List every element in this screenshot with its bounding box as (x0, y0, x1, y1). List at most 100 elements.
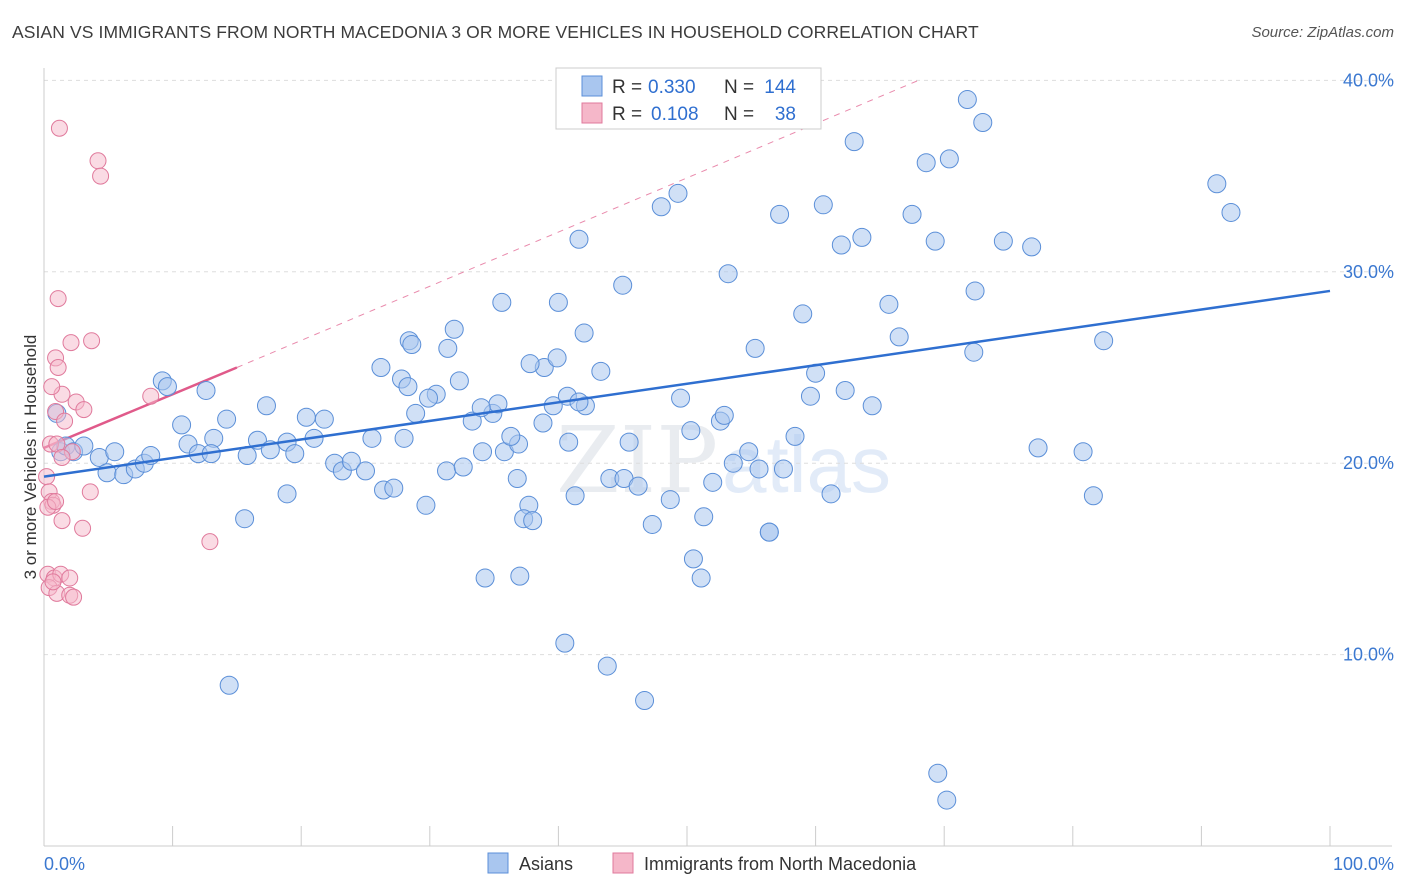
y-tick-label-40: 40.0% (1343, 70, 1394, 90)
stats-legend: R = 0.330 N = 144 R = 0.108 N = 38 (555, 67, 822, 130)
macedonia-point-37 (44, 573, 62, 591)
asians-point-84 (773, 459, 793, 479)
asians-point-102 (793, 304, 813, 324)
asians-point-18 (217, 409, 237, 429)
asians-point-88 (821, 484, 841, 504)
pink-trend-layer (43, 79, 919, 450)
asians-trend-line (43, 289, 1331, 478)
y-tick-label-20: 20.0% (1343, 453, 1394, 473)
north-macedonia-points (38, 119, 219, 606)
y-tick-label-30: 30.0% (1343, 262, 1394, 282)
macedonia-point-9 (43, 378, 61, 396)
asians-point-99 (718, 264, 738, 284)
legend-n-label-asians: N = (724, 77, 754, 98)
macedonia-point-3 (49, 290, 67, 308)
asians-point-69 (591, 361, 611, 381)
asians-point-107 (879, 294, 899, 314)
series-legend: Asians Immigrants from North Macedonia (487, 852, 917, 874)
asians-point-40 (473, 442, 493, 462)
asians-point-104 (831, 235, 851, 255)
asians-point-134 (1221, 202, 1241, 222)
asians-point-116 (402, 335, 422, 355)
asians-point-135 (928, 763, 948, 783)
asians-point-105 (852, 227, 872, 247)
asians-point-141 (475, 568, 495, 588)
asians-point-30 (362, 428, 382, 448)
asians-point-21 (256, 396, 276, 416)
macedonia-point-5 (83, 332, 101, 350)
asians-point-90 (668, 183, 688, 203)
macedonia-point-13 (56, 412, 74, 430)
asians-point-137 (1022, 237, 1042, 257)
asians-point-132 (1094, 331, 1114, 351)
macedonia-point-25 (74, 519, 92, 537)
asians-point-73 (642, 514, 662, 534)
y-axis-title: 3 or more Vehicles in Household (21, 335, 40, 580)
asians-point-114 (973, 113, 993, 133)
asians-point-89 (835, 380, 855, 400)
asians-point-80 (723, 453, 743, 473)
asians-point-133 (1207, 174, 1227, 194)
bottom-legend-label-asians: Asians (519, 854, 573, 874)
asians-point-51 (277, 484, 297, 504)
asians-point-140 (157, 377, 177, 397)
macedonia-trend-line (43, 366, 238, 450)
blue-trend-layer (43, 289, 1331, 478)
asians-point-86 (800, 386, 820, 406)
asians-point-50 (235, 509, 255, 529)
macedonia-point-34 (65, 588, 83, 606)
macedonia-point-11 (75, 401, 93, 419)
asians-point-100 (745, 338, 765, 358)
asians-point-29 (341, 451, 361, 471)
asians-point-108 (889, 327, 909, 347)
asians-point-110 (916, 153, 936, 173)
asians-point-119 (555, 633, 575, 653)
asians-point-111 (925, 231, 945, 251)
asians-point-136 (937, 790, 957, 810)
asians-point-24 (296, 407, 316, 427)
asians-point-106 (862, 396, 882, 416)
asians-point-130 (1073, 442, 1093, 462)
asians-point-53 (371, 358, 391, 377)
asians-point-33 (394, 428, 414, 448)
asians-point-76 (681, 421, 701, 441)
asians-point-61 (507, 469, 527, 489)
macedonia-point-4 (62, 334, 80, 352)
legend-n-value-macedonia: 38 (775, 104, 796, 125)
asians-point-115 (993, 231, 1013, 251)
asians-point-131 (1083, 486, 1103, 506)
asians-point-57 (438, 338, 458, 358)
asians-point-138 (1028, 438, 1048, 458)
asians-point-94 (548, 292, 568, 312)
asians-points (47, 90, 1241, 810)
legend-r-value-macedonia: 0.108 (651, 104, 699, 125)
asians-point-92 (613, 275, 633, 295)
gridlines (44, 79, 1392, 656)
asians-point-78 (703, 472, 723, 492)
asians-point-52 (356, 461, 375, 481)
asians-point-67 (569, 392, 589, 412)
chart-title: ASIAN VS IMMIGRANTS FROM NORTH MACEDONIA… (12, 22, 979, 42)
macedonia-point-35 (47, 492, 65, 510)
x-tick-label-max: 100.0% (1333, 854, 1394, 874)
legend-r-label-asians: R = (612, 77, 642, 98)
y-tick-label-10: 10.0% (1343, 645, 1394, 665)
macedonia-point-7 (49, 359, 67, 376)
asians-point-95 (520, 354, 540, 374)
asians-point-85 (785, 426, 805, 446)
asians-point-58 (444, 319, 464, 339)
asians-point-74 (660, 490, 680, 510)
bottom-legend-label-macedonia: Immigrants from North Macedonia (644, 854, 917, 874)
macedonia-point-1 (89, 152, 107, 170)
asians-point-34 (406, 403, 426, 423)
legend-n-value-asians: 144 (764, 77, 796, 98)
asians-point-26 (314, 409, 334, 429)
asians-point-16 (196, 380, 216, 400)
asians-point-103 (813, 195, 833, 215)
asians-point-47 (559, 432, 579, 452)
asians-point-65 (547, 348, 567, 368)
asians-point-123 (683, 549, 703, 569)
asians-point-13 (172, 415, 192, 435)
asians-point-122 (635, 691, 655, 711)
